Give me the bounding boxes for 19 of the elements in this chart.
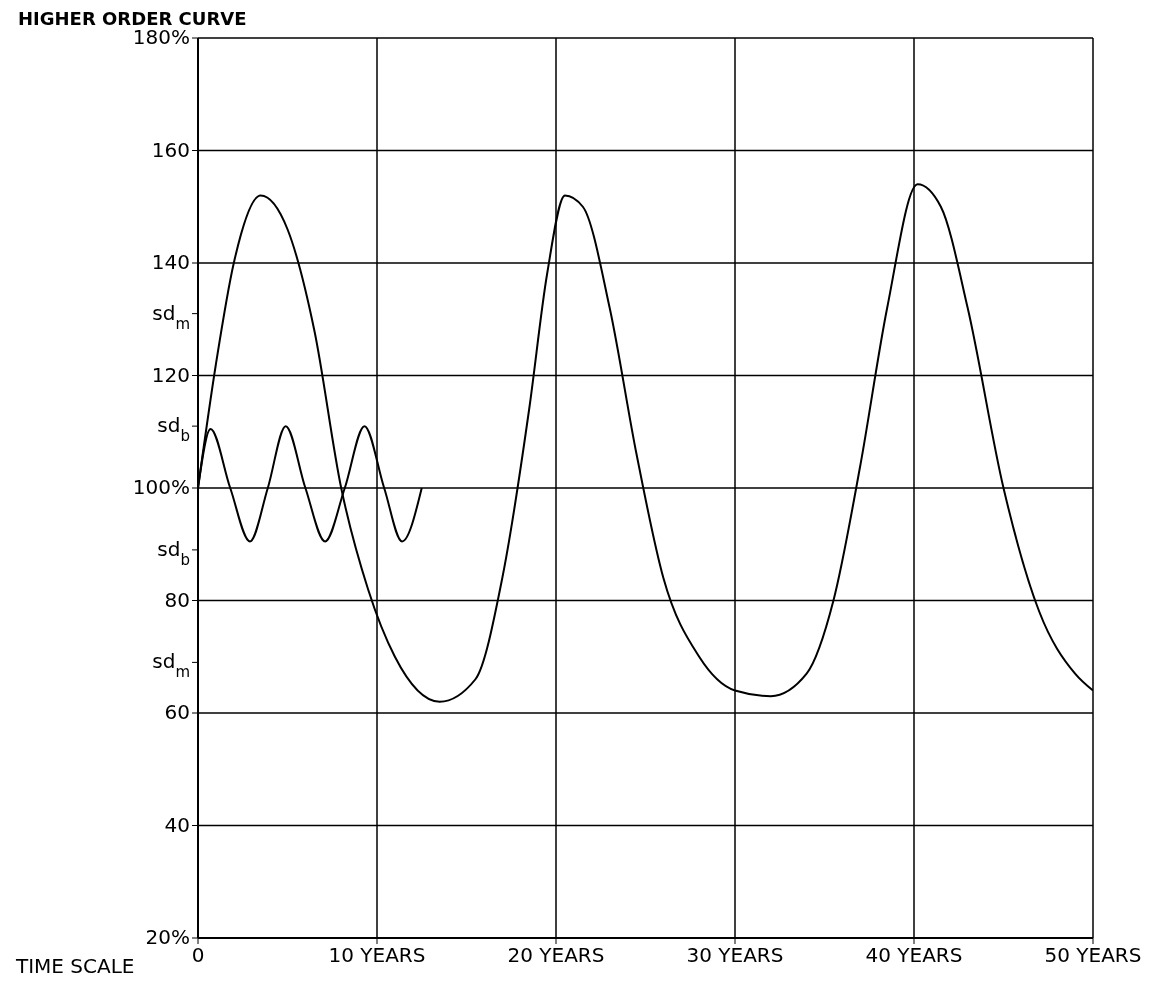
x-tick-label: 20 YEARS xyxy=(507,943,605,967)
x-tick-label: 50 YEARS xyxy=(1044,943,1142,967)
y-tick-label: 60 xyxy=(164,700,190,724)
y-tick-label: 20% xyxy=(145,925,190,949)
y-tick-label: sd$_{b}$ xyxy=(157,413,190,446)
y-tick-label: sd$_{m}$ xyxy=(152,300,190,333)
y-tick-label: sd$_{m}$ xyxy=(152,649,190,682)
y-tick-label: 140 xyxy=(151,250,190,274)
y-tick-label: 100% xyxy=(132,475,190,499)
x-tick-label: 10 YEARS xyxy=(328,943,426,967)
y-tick-label: 40 xyxy=(164,812,190,837)
y-tick-label: sd$_{b}$ xyxy=(157,536,190,569)
y-tick-label: 160 xyxy=(151,137,190,162)
x-tick-label: 40 YEARS xyxy=(865,943,963,967)
x-tick-label: 30 YEARS xyxy=(686,943,784,967)
y-tick-label: 80 xyxy=(164,587,190,612)
x-tick-label: 0 xyxy=(191,943,205,967)
y-tick-label: 120 xyxy=(151,362,190,387)
x-axis-title: TIME SCALE xyxy=(16,954,135,978)
